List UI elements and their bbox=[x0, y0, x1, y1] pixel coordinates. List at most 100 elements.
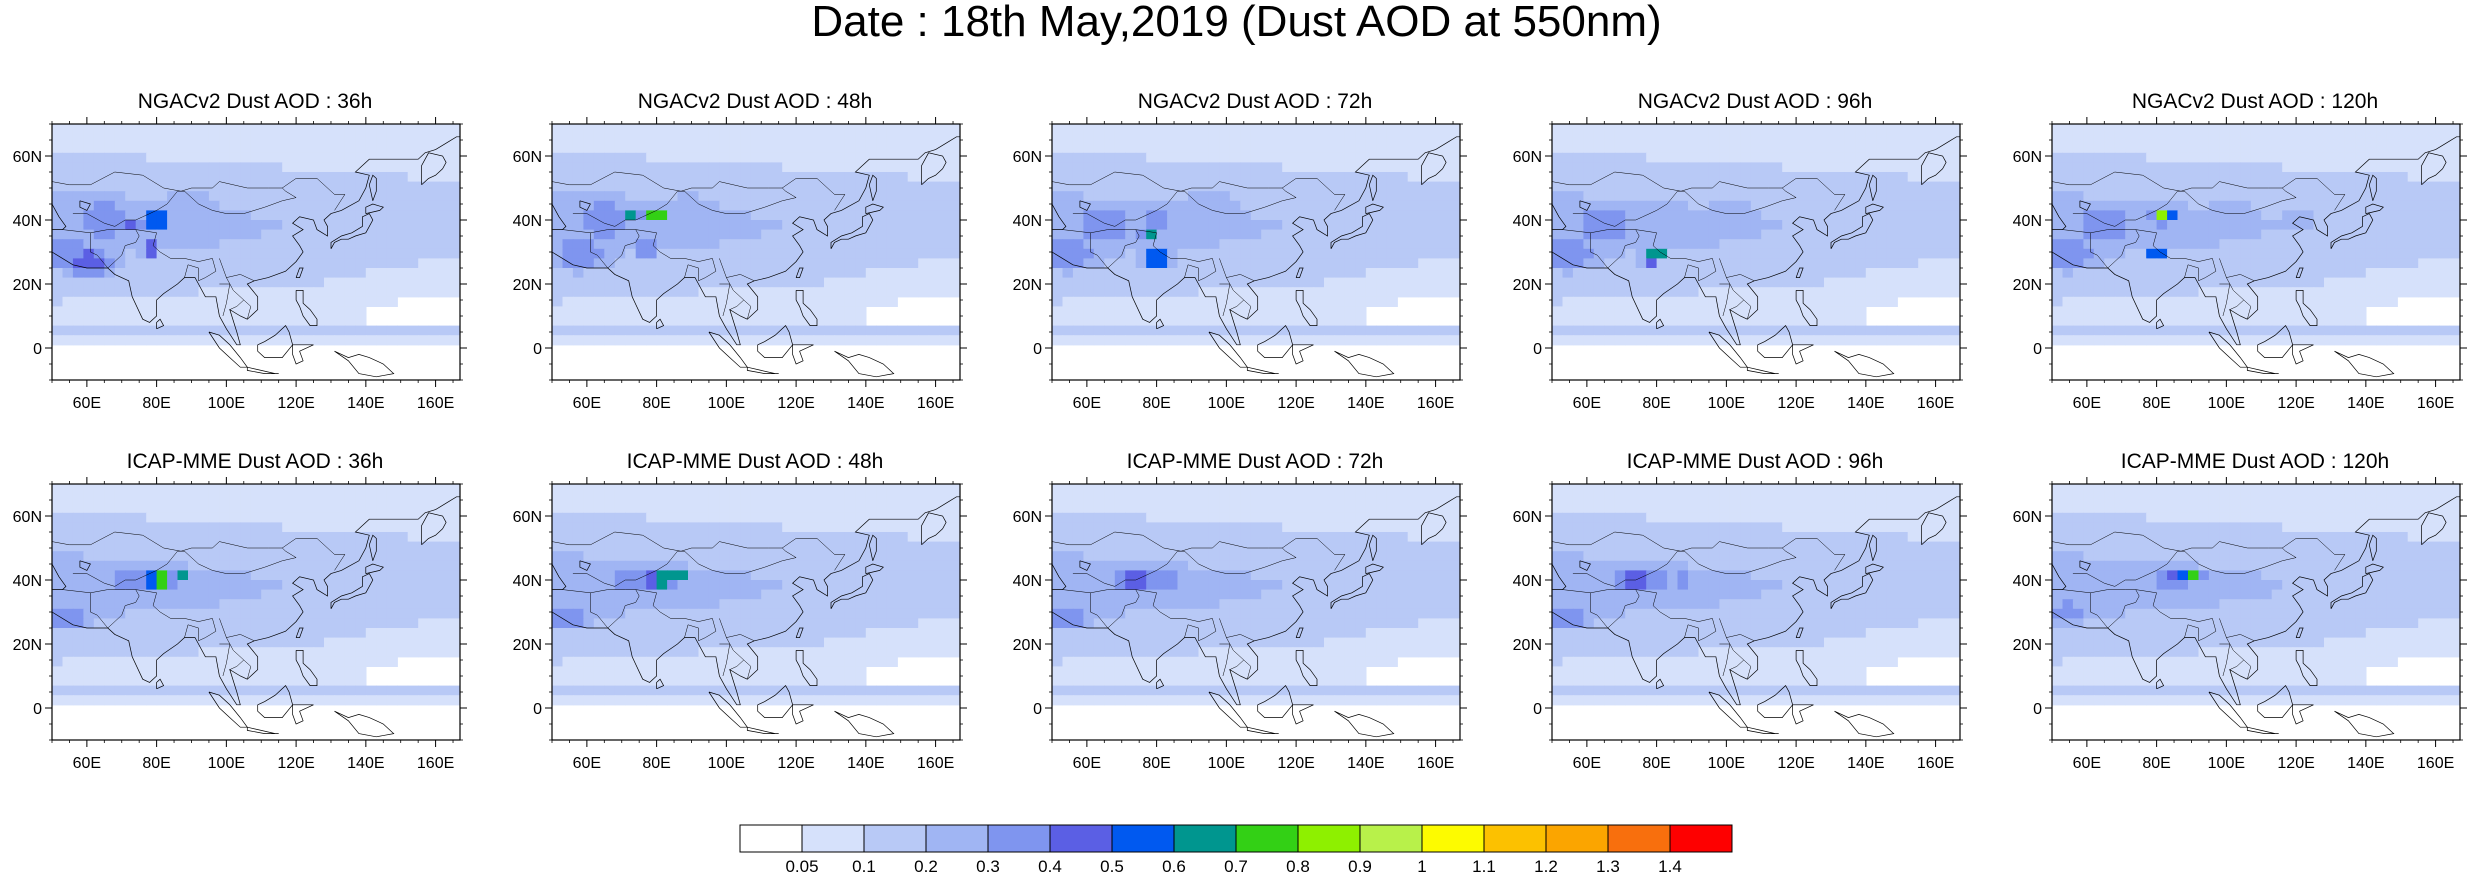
aod-cell bbox=[208, 181, 220, 192]
aod-cell bbox=[1729, 296, 1741, 307]
aod-cell bbox=[1282, 277, 1294, 288]
aod-cell bbox=[177, 229, 189, 240]
aod-cell bbox=[2313, 124, 2325, 135]
aod-cell bbox=[782, 143, 794, 154]
aod-cell bbox=[1688, 248, 1700, 259]
aod-cell bbox=[1688, 268, 1700, 279]
aod-cell bbox=[2135, 296, 2147, 307]
aod-cell bbox=[52, 181, 64, 192]
aod-cell bbox=[1865, 220, 1877, 231]
aod-cell bbox=[614, 181, 626, 192]
aod-cell bbox=[1729, 172, 1741, 183]
aod-cell bbox=[1949, 258, 1960, 269]
aod-cell bbox=[2376, 133, 2388, 144]
aod-cell bbox=[2344, 268, 2356, 279]
aod-cell bbox=[376, 325, 388, 336]
aod-cell bbox=[1156, 191, 1168, 202]
aod-cell bbox=[313, 306, 325, 317]
aod-cell bbox=[250, 200, 262, 211]
aod-cell bbox=[418, 268, 430, 279]
aod-cell bbox=[2250, 258, 2262, 269]
aod-cell bbox=[1397, 277, 1409, 288]
aod-cell bbox=[562, 200, 574, 211]
aod-cell bbox=[449, 152, 460, 163]
aod-cell bbox=[604, 277, 616, 288]
aod-cell bbox=[667, 258, 679, 269]
aod-cell bbox=[188, 191, 200, 202]
aod-cell bbox=[219, 306, 231, 317]
aod-cell bbox=[334, 287, 346, 298]
lon-tick-label: 60E bbox=[73, 395, 101, 412]
aod-cell bbox=[1365, 229, 1377, 240]
aod-cell bbox=[1614, 143, 1626, 154]
aod-cell bbox=[114, 325, 126, 336]
aod-cell bbox=[1918, 220, 1930, 231]
aod-cell bbox=[918, 181, 930, 192]
aod-cell bbox=[449, 200, 460, 211]
aod-cell bbox=[1292, 325, 1304, 336]
aod-cell bbox=[2271, 239, 2283, 250]
aod-cell bbox=[261, 268, 273, 279]
aod-cell bbox=[1803, 325, 1815, 336]
aod-cell bbox=[2386, 277, 2398, 288]
aod-cell bbox=[1418, 268, 1430, 279]
aod-cell bbox=[386, 277, 398, 288]
aod-cell bbox=[2208, 229, 2220, 240]
aod-cell bbox=[1667, 220, 1679, 231]
aod-cell bbox=[562, 277, 574, 288]
aod-cell bbox=[583, 258, 595, 269]
aod-cell bbox=[1439, 335, 1451, 346]
aod-cell bbox=[1667, 258, 1679, 269]
aod-cell bbox=[719, 239, 731, 250]
aod-cell bbox=[1656, 143, 1668, 154]
aod-cell bbox=[1667, 239, 1679, 250]
aod-cell bbox=[939, 325, 951, 336]
aod-cell bbox=[2428, 172, 2440, 183]
aod-cell bbox=[1313, 133, 1325, 144]
aod-cell bbox=[1282, 268, 1294, 279]
aod-cell bbox=[1614, 220, 1626, 231]
aod-cell bbox=[1407, 220, 1419, 231]
aod-cell bbox=[1114, 210, 1126, 221]
aod-cell bbox=[1104, 325, 1116, 336]
aod-cell bbox=[1449, 220, 1460, 231]
aod-cell bbox=[1407, 124, 1419, 135]
aod-cell bbox=[2261, 248, 2273, 259]
aod-cell bbox=[1928, 124, 1940, 135]
aod-cell bbox=[1376, 191, 1388, 202]
aod-cell bbox=[2167, 316, 2179, 327]
aod-cell bbox=[719, 143, 731, 154]
aod-cell bbox=[1552, 162, 1564, 173]
aod-cell bbox=[2376, 248, 2388, 259]
aod-cell bbox=[928, 181, 940, 192]
aod-cell bbox=[740, 124, 752, 135]
aod-cell bbox=[188, 287, 200, 298]
aod-cell bbox=[1052, 124, 1064, 135]
aod-cell bbox=[1135, 248, 1147, 259]
aod-cell bbox=[2376, 143, 2388, 154]
aod-cell bbox=[1844, 316, 1856, 327]
aod-cell bbox=[1855, 277, 1867, 288]
aod-cell bbox=[625, 124, 637, 135]
aod-cell bbox=[865, 296, 877, 307]
aod-cell bbox=[1656, 181, 1668, 192]
aod-cell bbox=[939, 229, 951, 240]
aod-cell bbox=[114, 133, 126, 144]
aod-cell bbox=[1052, 258, 1064, 269]
aod-cell bbox=[1177, 210, 1189, 221]
aod-cell bbox=[1397, 172, 1409, 183]
aod-cell bbox=[2324, 152, 2336, 163]
aod-cell bbox=[1750, 287, 1762, 298]
aod-cell bbox=[792, 277, 804, 288]
aod-cell bbox=[1583, 210, 1595, 221]
aod-cell bbox=[1439, 133, 1451, 144]
aod-cell bbox=[198, 277, 210, 288]
aod-cell bbox=[1677, 200, 1689, 211]
aod-cell bbox=[1052, 229, 1064, 240]
aod-cell bbox=[2386, 220, 2398, 231]
aod-cell bbox=[1135, 239, 1147, 250]
aod-cell bbox=[2093, 191, 2105, 202]
aod-cell bbox=[1834, 133, 1846, 144]
aod-cell bbox=[1093, 268, 1105, 279]
aod-cell bbox=[939, 287, 951, 298]
